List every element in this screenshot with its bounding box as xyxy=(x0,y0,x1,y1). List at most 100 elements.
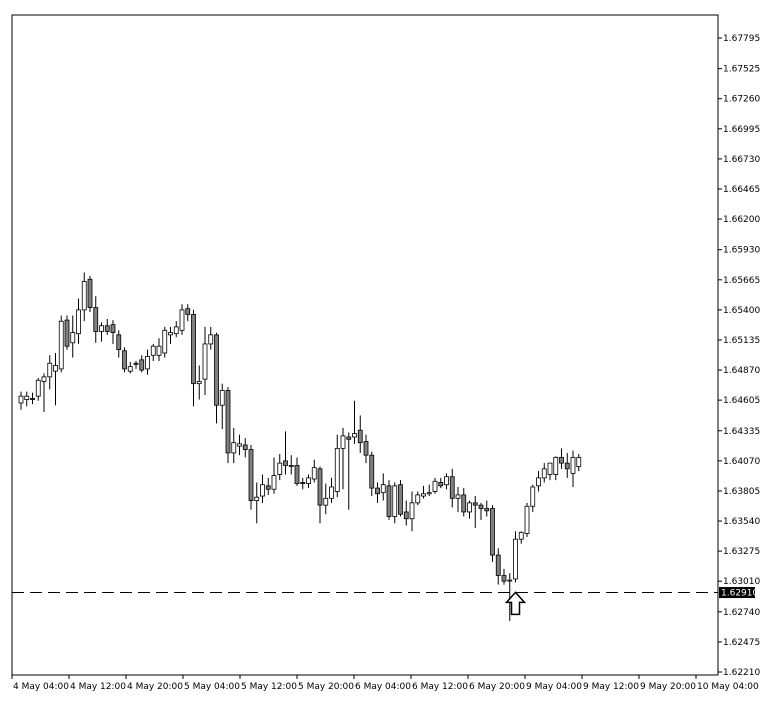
candle-bear xyxy=(346,436,352,440)
candle-bull xyxy=(53,365,58,372)
candle-bull xyxy=(179,309,185,331)
candle-bull xyxy=(455,494,461,499)
candle-bull xyxy=(168,332,173,336)
x-tick-label: 9 May 20:00 xyxy=(640,682,696,692)
candle-bear xyxy=(116,334,122,351)
y-tick-label: 1.67525 xyxy=(723,65,760,75)
candle-bear xyxy=(87,278,93,309)
x-tick-label: 5 May 20:00 xyxy=(298,682,354,692)
candle-bull xyxy=(570,457,576,474)
candle-bear xyxy=(490,508,495,556)
candle-bear xyxy=(93,307,99,332)
candle-bear xyxy=(225,390,231,454)
candle-bear xyxy=(139,359,145,371)
candle-bear xyxy=(300,482,306,484)
x-tick-label: 4 May 12:00 xyxy=(70,682,126,692)
candle-bull xyxy=(145,356,150,370)
y-tick-label: 1.67795 xyxy=(723,34,760,44)
candle-bull xyxy=(196,380,202,385)
candle-bull xyxy=(415,494,421,504)
x-tick-label: 6 May 20:00 xyxy=(469,682,525,692)
y-tick-label: 1.67260 xyxy=(723,95,760,105)
x-tick-label: 9 May 12:00 xyxy=(583,682,639,692)
candle-bear xyxy=(403,511,409,520)
candle-bear xyxy=(283,460,288,466)
candle-bull xyxy=(409,502,415,520)
y-tick-label: 1.63540 xyxy=(723,517,760,527)
y-tick-label: 1.62740 xyxy=(723,608,760,618)
candle-bull xyxy=(254,496,260,501)
y-tick-label: 1.65135 xyxy=(723,336,760,346)
candle-bull xyxy=(553,457,559,475)
candle-bull xyxy=(306,477,311,484)
candle-bull xyxy=(202,343,208,380)
candle-bull xyxy=(173,326,179,335)
candle-bull xyxy=(340,435,346,449)
candle-bear xyxy=(64,319,70,347)
candle-bull xyxy=(271,475,277,490)
y-tick-label: 1.66730 xyxy=(723,155,760,165)
up-arrow-icon xyxy=(504,591,527,616)
candle-bull xyxy=(547,462,553,475)
candle-bull xyxy=(513,538,518,580)
y-tick-label: 1.62475 xyxy=(723,638,760,648)
candle-bull xyxy=(58,320,64,370)
candle-bull xyxy=(70,332,76,344)
current-price-label-bg xyxy=(719,587,755,599)
candle-bull xyxy=(467,502,472,513)
y-tick-label: 1.65930 xyxy=(723,246,760,256)
candle-bull xyxy=(288,464,294,467)
y-tick-label: 1.64335 xyxy=(723,427,760,437)
candle-bear xyxy=(214,334,219,406)
candle-bear xyxy=(317,468,323,506)
x-tick-label: 5 May 04:00 xyxy=(184,682,240,692)
candle-bear xyxy=(478,504,484,509)
x-tick-label: 9 May 04:00 xyxy=(526,682,582,692)
candle-bull xyxy=(162,329,168,354)
candle-bear xyxy=(438,482,444,487)
candle-bull xyxy=(536,477,541,487)
candle-bull xyxy=(41,376,47,382)
candle-bull xyxy=(541,468,547,479)
candle-bear xyxy=(242,444,248,450)
candle-bull xyxy=(76,309,81,335)
candle-bull xyxy=(277,462,283,475)
candle-bear xyxy=(185,308,191,315)
candle-bear xyxy=(122,350,127,370)
candle-bull xyxy=(421,493,426,497)
y-axis: 1.67795 1.67525 1.67260 1.66995 1.66730 1.664… xyxy=(718,34,760,678)
y-tick-label: 1.65400 xyxy=(723,306,760,316)
x-tick-label: 4 May 20:00 xyxy=(127,682,183,692)
y-tick-label: 1.64605 xyxy=(723,396,760,406)
y-tick-label: 1.64070 xyxy=(723,457,760,467)
y-tick-label: 1.66200 xyxy=(723,215,760,225)
candle-bear xyxy=(398,484,403,515)
candle-bull xyxy=(323,497,329,506)
x-tick-label: 5 May 12:00 xyxy=(241,682,297,692)
candles-group xyxy=(18,272,582,621)
candle-bull xyxy=(524,505,530,534)
y-tick-label: 1.63805 xyxy=(723,487,760,497)
candle-bear xyxy=(449,476,455,499)
candle-bull xyxy=(444,476,449,486)
x-tick-label: 6 May 04:00 xyxy=(355,682,411,692)
candle-bull xyxy=(352,433,357,438)
candle-bull xyxy=(334,447,340,492)
candle-bull xyxy=(231,442,237,454)
candle-bear xyxy=(30,398,35,400)
candle-bull xyxy=(530,486,536,507)
candle-bear xyxy=(265,485,271,490)
current-price-label-text: 1.62910 xyxy=(721,589,758,599)
candle-bull xyxy=(156,345,162,356)
candle-bull xyxy=(311,467,317,480)
candle-bear xyxy=(386,485,392,517)
x-tick-label: 10 May 04:00 xyxy=(697,682,759,692)
candle-bear xyxy=(484,508,490,512)
candle-bull xyxy=(576,457,582,467)
y-tick-label: 1.66465 xyxy=(723,185,760,195)
candle-bear xyxy=(501,575,507,582)
candle-bull xyxy=(127,366,133,372)
y-tick-label: 1.66995 xyxy=(723,125,760,135)
x-tick-label: 6 May 12:00 xyxy=(412,682,468,692)
